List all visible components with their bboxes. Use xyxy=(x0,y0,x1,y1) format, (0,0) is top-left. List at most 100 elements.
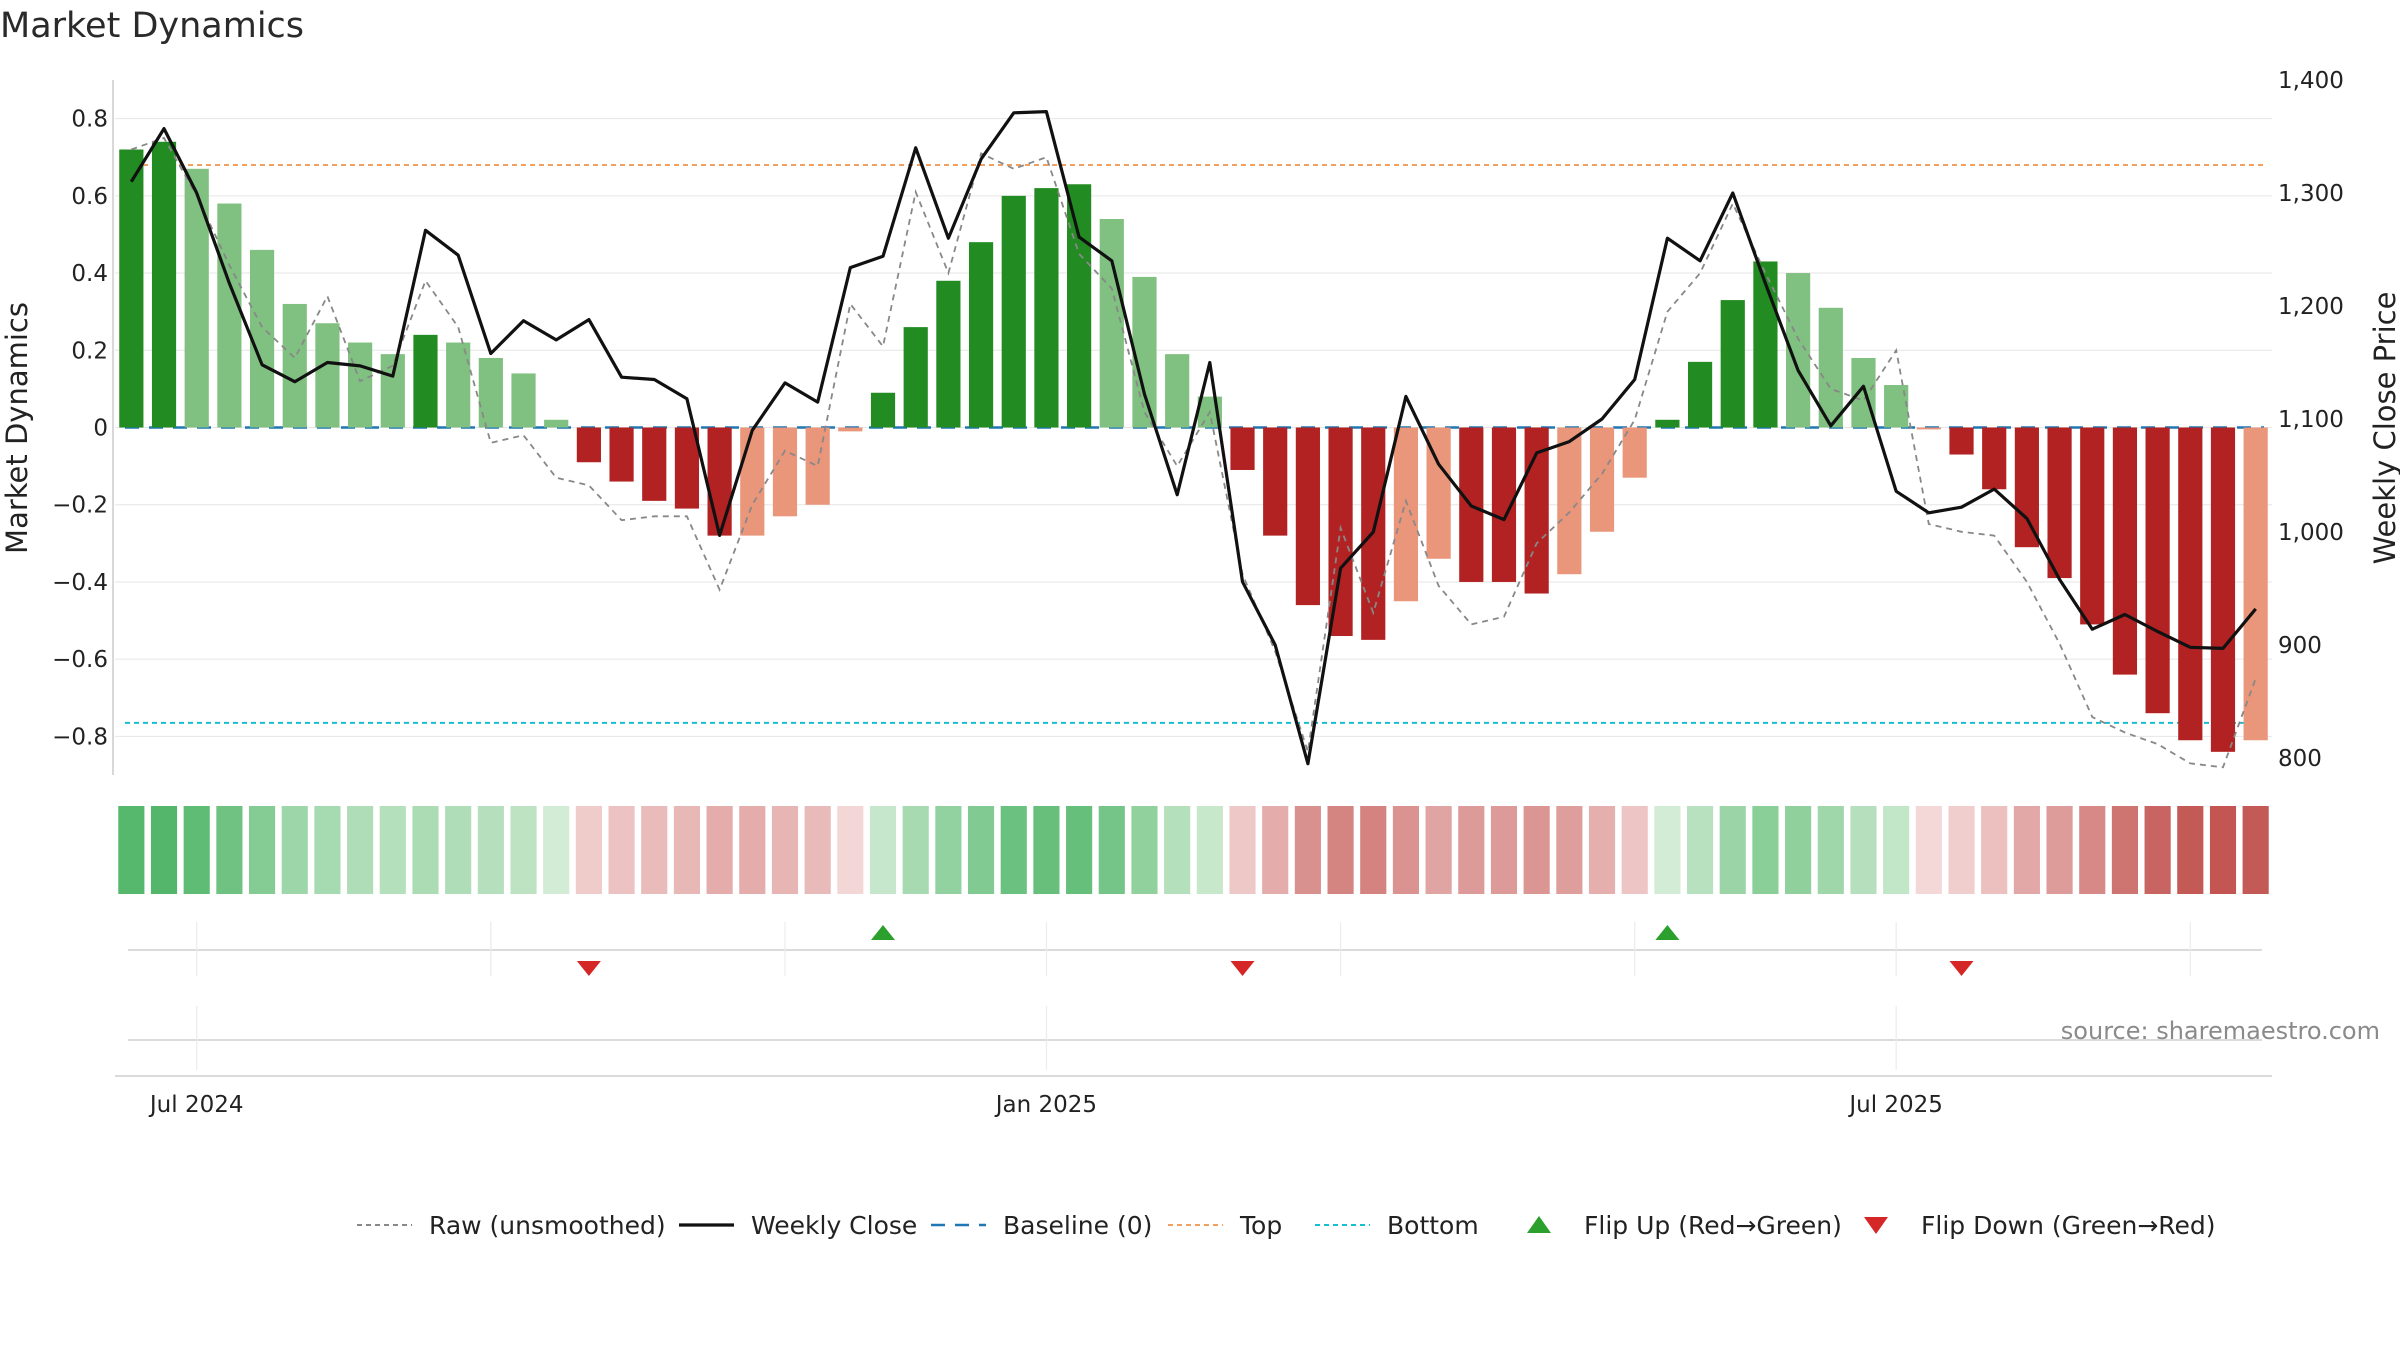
heat-cell xyxy=(412,806,439,894)
heat-cell xyxy=(1850,806,1877,894)
heat-cell xyxy=(1294,806,1321,894)
heat-cell xyxy=(1785,806,1812,894)
momentum-bar xyxy=(1589,427,1615,532)
momentum-bar xyxy=(2014,427,2039,548)
momentum-bar xyxy=(576,427,601,463)
legend-label: Flip Down (Green→Red) xyxy=(1921,1211,2216,1240)
momentum-bar xyxy=(217,203,242,428)
heat-cell xyxy=(804,806,831,894)
heat-cell xyxy=(543,806,570,894)
y-axis-label: Market Dynamics xyxy=(0,302,34,554)
legend: Raw (unsmoothed) Weekly Close Baseline (0)… xyxy=(357,1211,2216,1240)
momentum-bar xyxy=(740,427,765,536)
heat-cell xyxy=(216,806,243,894)
flip-down-marker xyxy=(1230,961,1255,976)
momentum-bar xyxy=(1916,427,1941,430)
y2-tick-label: 1,400 xyxy=(2278,68,2344,94)
heat-cell xyxy=(281,806,308,894)
legend-label: Bottom xyxy=(1387,1211,1479,1240)
heat-cell xyxy=(1262,806,1289,894)
heat-cell xyxy=(1229,806,1256,894)
heat-cell xyxy=(1556,806,1583,894)
legend-label: Baseline (0) xyxy=(1003,1211,1152,1240)
momentum-bar xyxy=(184,168,209,428)
heat-cell xyxy=(1360,806,1387,894)
reference-lines xyxy=(125,163,2264,724)
momentum-bar xyxy=(2145,427,2170,714)
momentum-bar xyxy=(282,303,307,428)
heat-cell xyxy=(902,806,929,894)
legend-label: Flip Up (Red→Green) xyxy=(1584,1211,1842,1240)
y-tick-label: −0.2 xyxy=(52,493,108,519)
y2-axis-label: Weekly Close Price xyxy=(2368,292,2400,565)
heat-cell xyxy=(1523,806,1550,894)
momentum-bar xyxy=(609,427,634,482)
weekly-close-series xyxy=(129,109,2257,766)
x-tick-label: Jul 2024 xyxy=(148,1092,244,1118)
heat-cell xyxy=(1817,806,1844,894)
y-tick-label: 0.6 xyxy=(71,184,108,210)
momentum-bar xyxy=(1132,276,1157,428)
flip-up-marker xyxy=(1655,925,1680,940)
heat-cell xyxy=(706,806,733,894)
momentum-bar xyxy=(315,323,340,428)
momentum-bar xyxy=(249,249,275,428)
momentum-bar xyxy=(642,427,667,501)
heat-cell xyxy=(641,806,668,894)
momentum-bar xyxy=(413,334,438,428)
momentum-bar xyxy=(119,149,144,428)
momentum-bar xyxy=(1067,184,1092,428)
momentum-bar xyxy=(1818,307,1843,428)
y2-tick-label: 900 xyxy=(2278,633,2322,659)
momentum-bar xyxy=(1230,427,1255,470)
heat-cell xyxy=(935,806,962,894)
heat-cell xyxy=(869,806,897,894)
heat-cell xyxy=(1196,806,1223,894)
flip-down-marker xyxy=(576,961,601,976)
y-tick-label: 0.4 xyxy=(71,261,108,287)
momentum-bar xyxy=(870,392,896,428)
heat-cell xyxy=(477,806,504,894)
heat-cell xyxy=(608,806,635,894)
axes: −0.8 −0.6 −0.4 −0.2 0 0.2 0.4 0.6 0.8 800 900 1,000… xyxy=(52,68,2344,1118)
momentum-bar xyxy=(511,373,536,428)
heat-cell xyxy=(1948,806,1975,894)
heat-cell xyxy=(1000,806,1027,894)
heat-cell xyxy=(1066,806,1093,894)
y-tick-label: −0.8 xyxy=(52,724,108,750)
raw-series xyxy=(130,136,2257,769)
momentum-bar xyxy=(936,280,961,428)
heat-cell xyxy=(1164,806,1191,894)
heat-cell xyxy=(837,806,864,894)
y2-tick-label: 1,000 xyxy=(2278,520,2344,546)
momentum-bar xyxy=(1001,195,1026,428)
x-tick-label: Jan 2025 xyxy=(994,1092,1097,1118)
momentum-bar xyxy=(1622,427,1647,478)
heat-cell xyxy=(967,806,995,894)
momentum-bar xyxy=(674,427,700,509)
heat-cell xyxy=(1458,806,1485,894)
heat-cell xyxy=(1098,806,1125,894)
heat-cell xyxy=(118,806,145,894)
heat-cell xyxy=(2079,806,2106,894)
y2-tick-label: 1,300 xyxy=(2278,181,2344,207)
heat-cell xyxy=(1883,806,1910,894)
heat-cell xyxy=(445,806,472,894)
momentum-bar xyxy=(2178,427,2203,741)
momentum-bar xyxy=(1655,419,1680,428)
y2-tick-label: 1,100 xyxy=(2278,407,2344,433)
heat-cell xyxy=(150,806,178,894)
momentum-bar xyxy=(2080,427,2105,625)
legend-label: Weekly Close xyxy=(751,1211,917,1240)
momentum-bar xyxy=(380,354,405,428)
momentum-bar xyxy=(1099,219,1124,428)
heat-cell xyxy=(2144,806,2171,894)
heat-cell xyxy=(314,806,341,894)
momentum-bar xyxy=(1949,427,1974,455)
momentum-bar xyxy=(446,342,471,428)
heat-cell xyxy=(1621,806,1648,894)
source-note: source: sharemaestro.com xyxy=(2061,1017,2380,1045)
heat-cell xyxy=(248,806,276,894)
heat-cell xyxy=(1654,806,1681,894)
